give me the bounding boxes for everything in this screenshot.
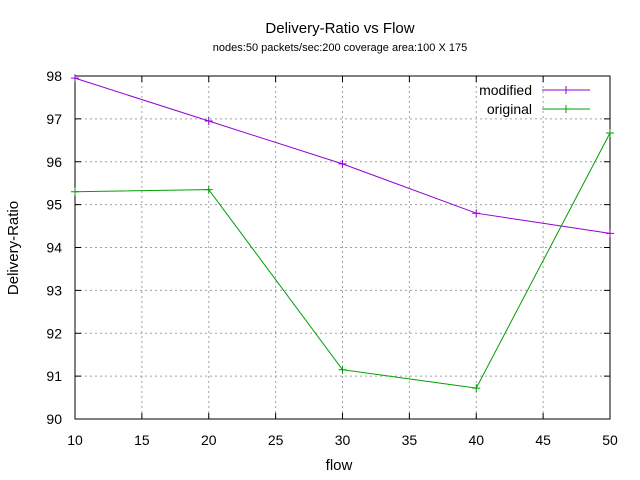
data-point-marker (338, 365, 347, 374)
series-original (71, 129, 614, 393)
x-tick-label: 45 (535, 432, 551, 448)
axis-ticks: 10 15 20 25 30 35 40 45 50 90 91 92 93 94 95 96 97 98 (46, 68, 618, 448)
y-tick-label: 98 (46, 68, 62, 84)
data-point-marker (606, 229, 614, 238)
legend-marker (562, 105, 570, 113)
chart-title: Delivery-Ratio vs Flow (265, 20, 414, 37)
y-tick-label: 90 (46, 411, 62, 427)
data-point-marker (472, 384, 481, 393)
data-point-marker (204, 117, 213, 126)
data-point-marker (606, 129, 614, 138)
data-point-marker (71, 74, 79, 83)
x-axis-label: flow (326, 457, 353, 474)
x-tick-label: 30 (335, 432, 351, 448)
y-tick-label: 94 (46, 240, 62, 256)
y-tick-label: 91 (46, 368, 62, 384)
series-modified (71, 74, 614, 238)
x-tick-label: 20 (201, 432, 217, 448)
x-tick-label: 50 (602, 432, 618, 448)
y-tick-label: 93 (46, 282, 62, 298)
legend-label: modified (479, 82, 532, 98)
x-tick-label: 40 (468, 432, 484, 448)
y-tick-label: 92 (46, 325, 62, 341)
y-tick-label: 97 (46, 111, 62, 127)
y-tick-label: 96 (46, 154, 62, 170)
grid-lines (75, 76, 610, 419)
data-point-marker (71, 187, 79, 196)
data-point-marker (472, 209, 481, 218)
x-tick-label: 35 (402, 432, 418, 448)
y-axis-label: Delivery-Ratio (5, 201, 22, 295)
legend-marker (562, 86, 570, 94)
y-tick-label: 95 (46, 197, 62, 213)
legend-label: original (487, 101, 532, 117)
legend: modified original (479, 82, 590, 117)
chart-subtitle: nodes:50 packets/sec:200 coverage area:1… (213, 42, 467, 54)
x-tick-label: 10 (67, 432, 83, 448)
x-tick-label: 15 (134, 432, 150, 448)
data-series (71, 74, 614, 393)
x-tick-label: 25 (268, 432, 284, 448)
data-point-marker (338, 159, 347, 168)
data-point-marker (204, 185, 213, 194)
